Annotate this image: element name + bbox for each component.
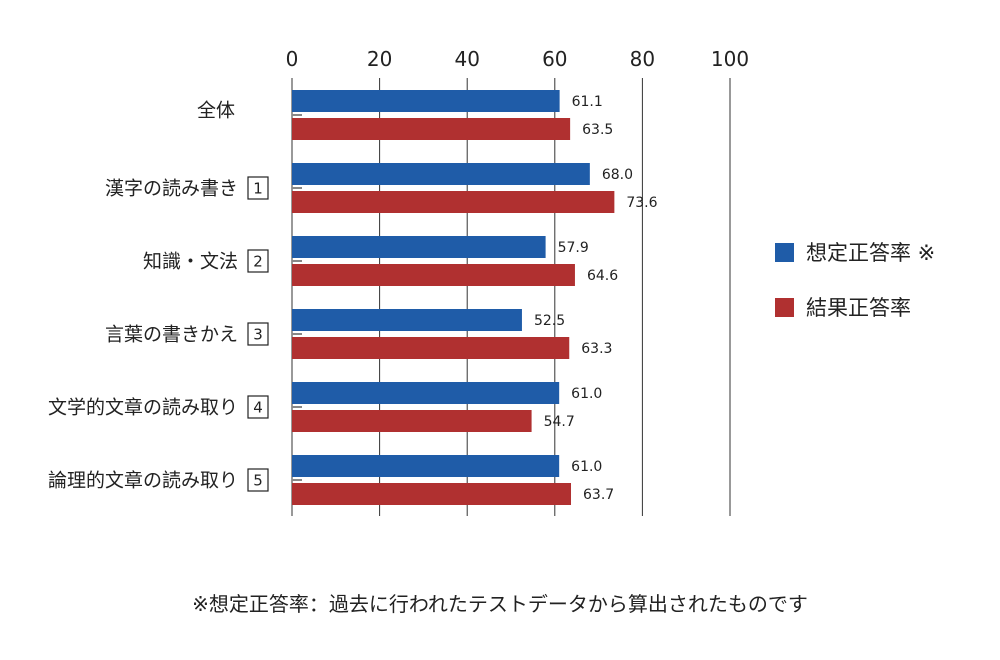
x-tick-label: 40 [454,47,479,71]
bar-result [292,264,575,286]
legend-label: 結果正答率 [806,296,911,320]
category-label: 知識・文法 [143,251,238,273]
bar-result [292,191,615,213]
category-number: 3 [253,326,263,344]
bar-result [292,410,532,432]
bar-expected [292,236,546,258]
x-tick-label: 20 [367,47,392,71]
legend-label: 想定正答率 ※ [806,241,935,265]
bar-result [292,483,572,505]
category-number-box [247,468,269,492]
data-label: 64.6 [587,268,618,284]
category-number: 5 [253,472,263,490]
category-label: 文学的文章の読み取り [48,397,238,419]
category-number-box [247,322,269,346]
category-label: 言葉の書きかえ [105,324,238,346]
data-label: 63.5 [582,122,613,138]
legend-swatch [775,298,794,317]
grid-lines [291,78,731,516]
category-number-box [247,176,269,200]
bar-result [292,118,571,140]
category-number: 2 [253,253,263,271]
bars: 61.1 63.5 68.0 73.6 57.9 64.6 52.5 63.3 61.0 54.7… [292,90,658,505]
category-label: 全体 [197,100,235,122]
bar-expected [292,309,522,331]
bar-result [292,337,570,359]
x-tick-label: 80 [630,47,655,71]
data-label: 57.9 [558,240,589,256]
category-label: 漢字の読み書き [105,178,238,200]
bar-expected [292,90,560,112]
data-label: 73.6 [626,195,657,211]
data-label: 61.0 [571,386,602,402]
x-tick-labels: 0 20 40 60 80 100 [286,47,749,71]
category-label: 論理的文章の読み取り [48,470,238,492]
bar-expected [292,382,560,404]
category-labels: 全体 1 漢字の読み書き 2 知識・文法 3 言葉の書きかえ 4 文学的文章の読み取り 5 論理的文… [48,100,269,492]
category-number: 4 [253,399,263,417]
x-tick-label: 0 [286,47,299,71]
legend: 想定正答率 ※ 結果正答率 [775,241,935,320]
category-number-box [247,249,269,273]
data-label: 61.0 [571,459,602,475]
data-label: 54.7 [544,414,575,430]
data-label: 63.3 [581,341,612,357]
x-tick-label: 60 [542,47,567,71]
data-label: 52.5 [534,313,565,329]
legend-swatch [775,243,794,262]
x-tick-label: 100 [711,47,749,71]
category-number: 1 [253,180,263,198]
bar-expected [292,455,560,477]
footnote: ※想定正答率：過去に行われたテストデータから算出されたものです [192,592,808,616]
bar-expected [292,163,590,185]
data-label: 63.7 [583,487,614,503]
category-number-box [247,395,269,419]
data-label: 68.0 [602,167,633,183]
data-label: 61.1 [572,94,603,110]
